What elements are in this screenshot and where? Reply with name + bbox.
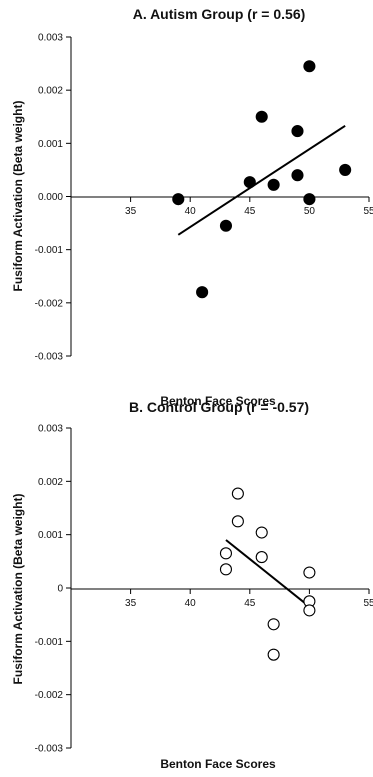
data-point xyxy=(303,193,316,206)
y-axis-label: Fusiform Activation (Beta weight) xyxy=(11,101,25,292)
data-point xyxy=(196,286,209,299)
y-tick-label: -0.003 xyxy=(35,744,64,755)
data-point xyxy=(291,169,304,182)
y-tick-label: 0.003 xyxy=(38,424,63,435)
data-point xyxy=(243,176,256,189)
data-point xyxy=(219,563,233,576)
x-tick-label: 35 xyxy=(125,598,137,609)
regression-line xyxy=(177,124,346,236)
y-tick-label: -0.002 xyxy=(35,690,64,701)
data-point xyxy=(255,526,268,539)
data-point xyxy=(303,604,316,617)
x-tick-label: 45 xyxy=(244,206,256,217)
chart-title: B. Control Group (r = -0.57) xyxy=(129,399,309,415)
x-tick-label: 50 xyxy=(304,206,316,217)
data-point xyxy=(267,178,280,191)
data-point xyxy=(255,110,268,123)
y-tick-label: 0.002 xyxy=(38,86,63,97)
x-tick-label: 35 xyxy=(125,206,137,217)
x-axis-label: Benton Face Scores xyxy=(160,394,276,408)
x-tick-label: 40 xyxy=(185,598,197,609)
data-point xyxy=(219,547,233,560)
regression-line xyxy=(225,539,311,608)
panel-autism-group: A. Autism Group (r = 0.56) Fusiform Acti… xyxy=(11,6,373,408)
y-axis-label: Fusiform Activation (Beta weight) xyxy=(11,494,25,685)
x-axis-label: Benton Face Scores xyxy=(160,757,276,771)
data-point xyxy=(267,648,280,661)
chart-title: A. Autism Group (r = 0.56) xyxy=(133,6,306,22)
data-point xyxy=(291,125,304,138)
y-tick-label: -0.002 xyxy=(35,298,64,309)
data-point xyxy=(303,566,316,579)
data-point xyxy=(255,551,268,564)
y-tick-label: -0.003 xyxy=(35,352,64,363)
data-point xyxy=(219,219,233,232)
y-tick-label: 0.002 xyxy=(38,477,63,488)
data-point xyxy=(172,193,185,206)
x-tick-label: 45 xyxy=(244,598,256,609)
y-tick-label: 0.003 xyxy=(38,33,63,44)
y-tick-label: 0.001 xyxy=(38,530,63,541)
x-tick-label: 40 xyxy=(185,206,197,217)
y-tick-label: 0 xyxy=(57,584,63,595)
y-tick-label: 0.001 xyxy=(38,139,63,150)
x-tick-label: 55 xyxy=(363,598,373,609)
data-point xyxy=(339,163,352,176)
data-point xyxy=(267,618,280,631)
data-point xyxy=(231,487,244,500)
x-tick-label: 55 xyxy=(363,206,373,217)
y-tick-label: -0.001 xyxy=(35,637,64,648)
data-point xyxy=(303,60,316,73)
y-tick-label: -0.001 xyxy=(35,245,64,256)
panel-control-group: B. Control Group (r = -0.57) Fusiform Ac… xyxy=(11,399,373,771)
y-tick-label: 0.000 xyxy=(38,192,63,203)
data-point xyxy=(231,515,244,528)
